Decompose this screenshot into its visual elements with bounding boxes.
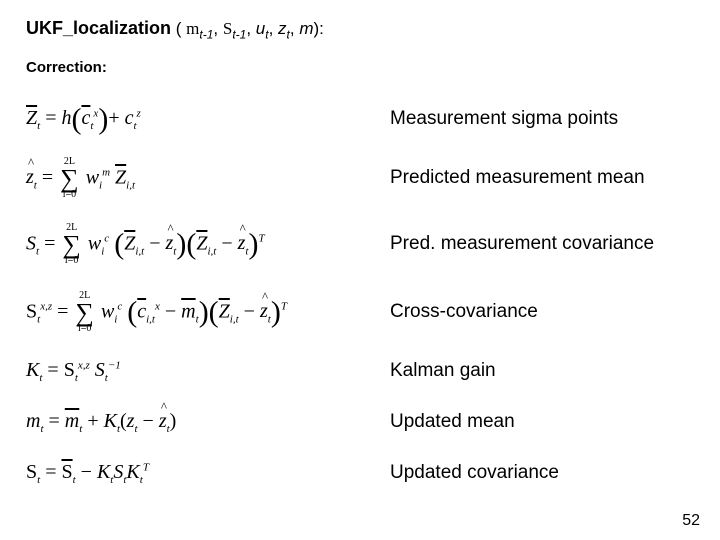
equation-desc: Predicted measurement mean [386, 167, 645, 189]
page-number: 52 [682, 512, 700, 530]
equation-desc: Kalman gain [386, 360, 496, 382]
section-heading: Correction: [26, 59, 694, 76]
equation-row: St = St − KtStKtT Updated covariance [26, 448, 694, 498]
title-args: ( mt-1, St-1, ut, zt, m): [171, 19, 324, 38]
equation-row: mt = mt + Kt(zt − zt) Updated mean [26, 396, 694, 448]
slide-title: UKF_localization ( mt-1, St-1, ut, zt, m… [26, 18, 694, 41]
equation-row: St = 2L∑i=0 wic (Zi,t − zt)(Zi,t − zt)T … [26, 210, 694, 278]
equation-row: zt = 2L∑i=0 wim Zi,t Predicted measureme… [26, 146, 694, 210]
equation-desc: Measurement sigma points [386, 108, 618, 130]
equation-formula: Kt = Stx,z St−1 [26, 359, 386, 384]
equation-formula: St = St − KtStKtT [26, 461, 386, 486]
equation-row: Stx,z = 2L∑i=0 wic (ci,tx − mt)(Zi,t − z… [26, 278, 694, 346]
title-fn: UKF_localization [26, 18, 171, 38]
equation-formula: zt = 2L∑i=0 wim Zi,t [26, 157, 386, 200]
equation-list: Zt = h(ctx)+ ctz Measurement sigma point… [26, 92, 694, 498]
equation-formula: mt = mt + Kt(zt − zt) [26, 410, 386, 435]
equation-formula: Zt = h(ctx)+ ctz [26, 107, 386, 132]
equation-desc: Cross-covariance [386, 301, 538, 323]
equation-formula: St = 2L∑i=0 wic (Zi,t − zt)(Zi,t − zt)T [26, 223, 386, 266]
equation-desc: Updated covariance [386, 462, 559, 484]
equation-formula: Stx,z = 2L∑i=0 wic (ci,tx − mt)(Zi,t − z… [26, 291, 386, 334]
equation-row: Zt = h(ctx)+ ctz Measurement sigma point… [26, 92, 694, 146]
equation-desc: Updated mean [386, 411, 515, 433]
equation-row: Kt = Stx,z St−1 Kalman gain [26, 346, 694, 396]
equation-desc: Pred. measurement covariance [386, 233, 654, 255]
